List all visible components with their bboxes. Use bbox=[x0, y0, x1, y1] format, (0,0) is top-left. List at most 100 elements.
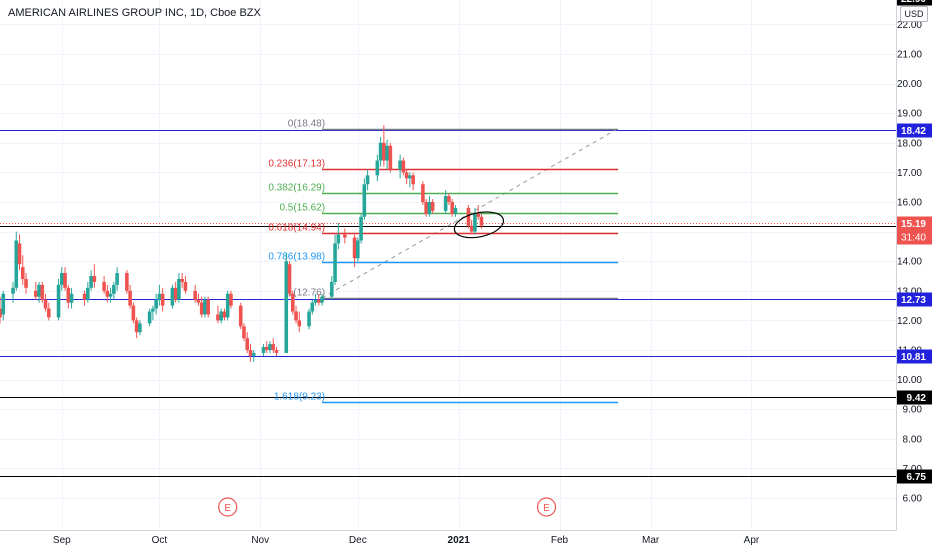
candle-body bbox=[0, 308, 2, 318]
time-tick-label: Apr bbox=[744, 535, 760, 546]
fib-level-label: 0(18.48) bbox=[288, 119, 325, 130]
last-price-badge bbox=[897, 216, 932, 245]
candle-body bbox=[183, 281, 188, 291]
candle-body bbox=[251, 352, 256, 356]
earnings-marker-label: E bbox=[543, 503, 550, 514]
price-line-label: 18.42 bbox=[901, 126, 926, 137]
price-line-label: 22.90 bbox=[901, 0, 926, 5]
candle-body bbox=[362, 184, 367, 217]
candle-body bbox=[173, 287, 178, 300]
bar-countdown-label: 31:40 bbox=[901, 233, 926, 244]
price-tick-label: 13.00 bbox=[897, 286, 922, 297]
price-tick-label: 17.00 bbox=[897, 168, 922, 179]
candle-body bbox=[421, 184, 425, 202]
candle-body bbox=[203, 299, 207, 315]
currency-button[interactable]: USD bbox=[900, 6, 928, 22]
price-line-badge bbox=[897, 292, 932, 307]
candle-body bbox=[60, 273, 64, 285]
candle-body bbox=[330, 281, 334, 297]
price-tick-label: 14.00 bbox=[897, 257, 922, 268]
candle-body bbox=[320, 296, 324, 303]
candle-body bbox=[356, 240, 360, 259]
candle-body bbox=[476, 213, 480, 217]
candle-body bbox=[206, 299, 210, 315]
candle-body bbox=[290, 293, 295, 312]
candle-body bbox=[261, 347, 266, 353]
candle-body bbox=[443, 196, 448, 211]
candle-body bbox=[316, 299, 321, 303]
candle-body bbox=[43, 299, 48, 309]
candle-body bbox=[297, 320, 302, 327]
fibonacci-retracement[interactable]: 0(18.48) 0.236(17.13) 0.382(16.29) 0.5(15.6… bbox=[268, 119, 619, 404]
candle-body bbox=[479, 216, 484, 226]
candle-body bbox=[170, 287, 175, 306]
candle-body bbox=[411, 175, 415, 185]
candle-body bbox=[199, 302, 204, 315]
candle-body bbox=[427, 202, 432, 214]
candle-body bbox=[147, 311, 152, 324]
candle-body bbox=[365, 175, 370, 185]
candle-body bbox=[69, 293, 74, 303]
candle-body bbox=[37, 284, 41, 297]
fib-level-label: 1.618(9.23) bbox=[274, 392, 325, 403]
price-line-label: 9.42 bbox=[907, 393, 927, 404]
price-line-badge bbox=[897, 0, 932, 6]
candle-body bbox=[264, 347, 269, 350]
earnings-marker[interactable] bbox=[218, 497, 238, 517]
candle-body bbox=[40, 284, 45, 300]
candle-body bbox=[238, 305, 243, 327]
candle-body bbox=[450, 202, 454, 214]
price-axis-badges: 22.9018.4215.1912.7310.819.426.7515.1931… bbox=[897, 0, 932, 484]
price-tick-label: 21.00 bbox=[897, 50, 922, 61]
candle-body bbox=[20, 267, 25, 279]
candle-body bbox=[284, 261, 289, 353]
time-tick-label: 2021 bbox=[448, 535, 471, 546]
candle-body bbox=[154, 299, 158, 309]
fib-level-label: 0.236(17.13) bbox=[268, 159, 325, 170]
price-line-badge bbox=[897, 469, 932, 484]
price-tick-label: 20.00 bbox=[897, 79, 922, 90]
time-tick-label: Mar bbox=[642, 535, 660, 546]
candle-body bbox=[1, 293, 6, 315]
candle-body bbox=[66, 287, 71, 303]
candle-body bbox=[287, 264, 292, 294]
symbol-title: AMERICAN AIRLINES GROUP INC, 1D, Cboe BZ… bbox=[8, 7, 261, 19]
candle-body bbox=[401, 160, 406, 173]
price-tick-label: 19.00 bbox=[897, 109, 922, 120]
candle-body bbox=[24, 278, 28, 288]
candle-body bbox=[131, 305, 136, 321]
candle-body bbox=[125, 273, 129, 291]
candle-body bbox=[128, 290, 132, 306]
candle-body bbox=[248, 350, 253, 356]
horizontal-lines-layer bbox=[0, 130, 896, 477]
candle-body bbox=[115, 273, 119, 285]
candle-body bbox=[134, 320, 139, 333]
candle-body bbox=[222, 311, 227, 318]
candle-body bbox=[271, 344, 276, 350]
time-tick-label: Oct bbox=[152, 535, 168, 546]
candle-body bbox=[108, 293, 113, 297]
price-tick-label: 16.00 bbox=[897, 198, 922, 209]
annotations-layer bbox=[453, 211, 505, 239]
candle-body bbox=[17, 243, 22, 265]
candle-body bbox=[82, 293, 87, 300]
candle-body bbox=[404, 172, 409, 179]
candle-body bbox=[430, 202, 435, 211]
last-price-label: 15.19 bbox=[901, 219, 926, 230]
candle-body bbox=[473, 213, 477, 232]
candle-body bbox=[63, 273, 67, 288]
candle-body bbox=[46, 308, 51, 318]
price-line-badge bbox=[897, 390, 932, 405]
candle-body bbox=[424, 202, 428, 214]
candle-body bbox=[274, 350, 279, 353]
time-tick-label: Sep bbox=[53, 535, 71, 546]
earnings-marker-label: E bbox=[224, 503, 231, 514]
candlestick-series bbox=[0, 125, 484, 362]
earnings-marker[interactable] bbox=[536, 497, 557, 517]
candle-body bbox=[229, 293, 233, 306]
hand-drawn-ellipse bbox=[453, 211, 505, 239]
candle-body bbox=[408, 175, 412, 179]
